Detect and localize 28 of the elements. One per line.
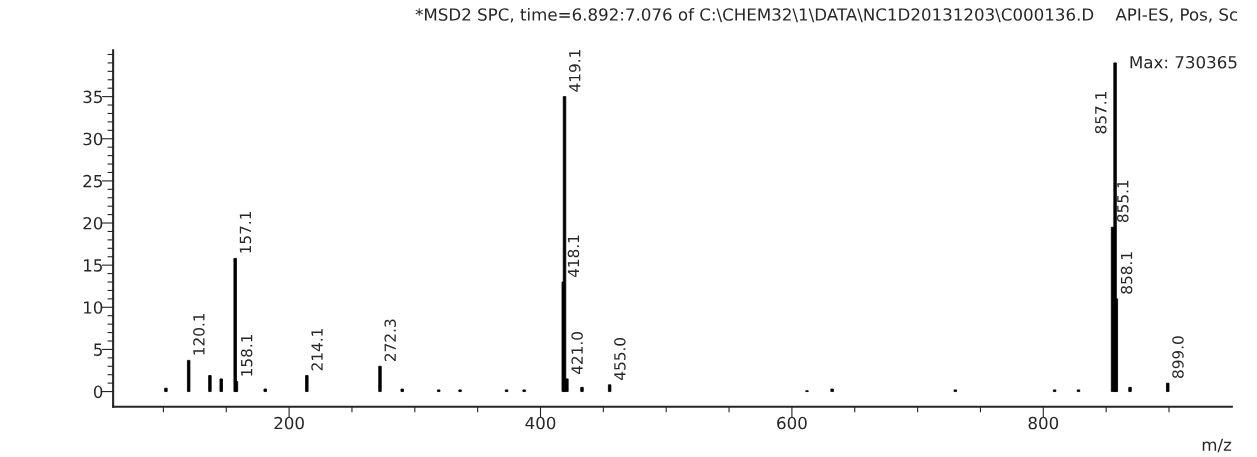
y-tick-label: 15 [84,259,102,272]
annotation: 418.1 [567,235,580,278]
annotation: 421.0 [571,332,583,375]
y-tick-label: 0 [93,385,103,399]
y-tick-label: 25 [83,174,102,188]
annotation: 857.1 [1095,92,1107,134]
annotation: 272.3 [384,319,396,361]
annotation: 858.1 [1120,252,1133,294]
x-tick-label: 600 [777,416,807,430]
y-tick-label: 20 [83,216,103,230]
x-tick-label: 400 [525,416,556,430]
x-axis-title: m/z [1202,438,1232,453]
annotation: 899.0 [1172,336,1184,378]
annotation: 455.0 [614,337,626,380]
x-tick-label: 200 [274,416,304,430]
annotation: 214.1 [311,329,323,371]
annotation: Max: 730365 [1130,55,1237,69]
chart-title: *MSD2 SPC, time=6.892:7.076 of C:\CHEM32\1\DATA\NC1D20131203\C000136.D API-ES, Pos, Sc [415,7,1238,23]
annotation: 419.1 [568,50,581,92]
x-tick-label: 800 [1028,416,1059,430]
annotation: 158.1 [240,334,253,376]
y-tick-label: 35 [83,90,102,104]
annotation: 120.1 [193,313,205,355]
annotation: 855.1 [1117,180,1129,223]
y-tick-label: 30 [83,132,103,146]
y-tick-label: 10 [84,301,103,314]
y-tick-label: 5 [94,343,102,356]
annotation: 157.1 [239,211,252,253]
